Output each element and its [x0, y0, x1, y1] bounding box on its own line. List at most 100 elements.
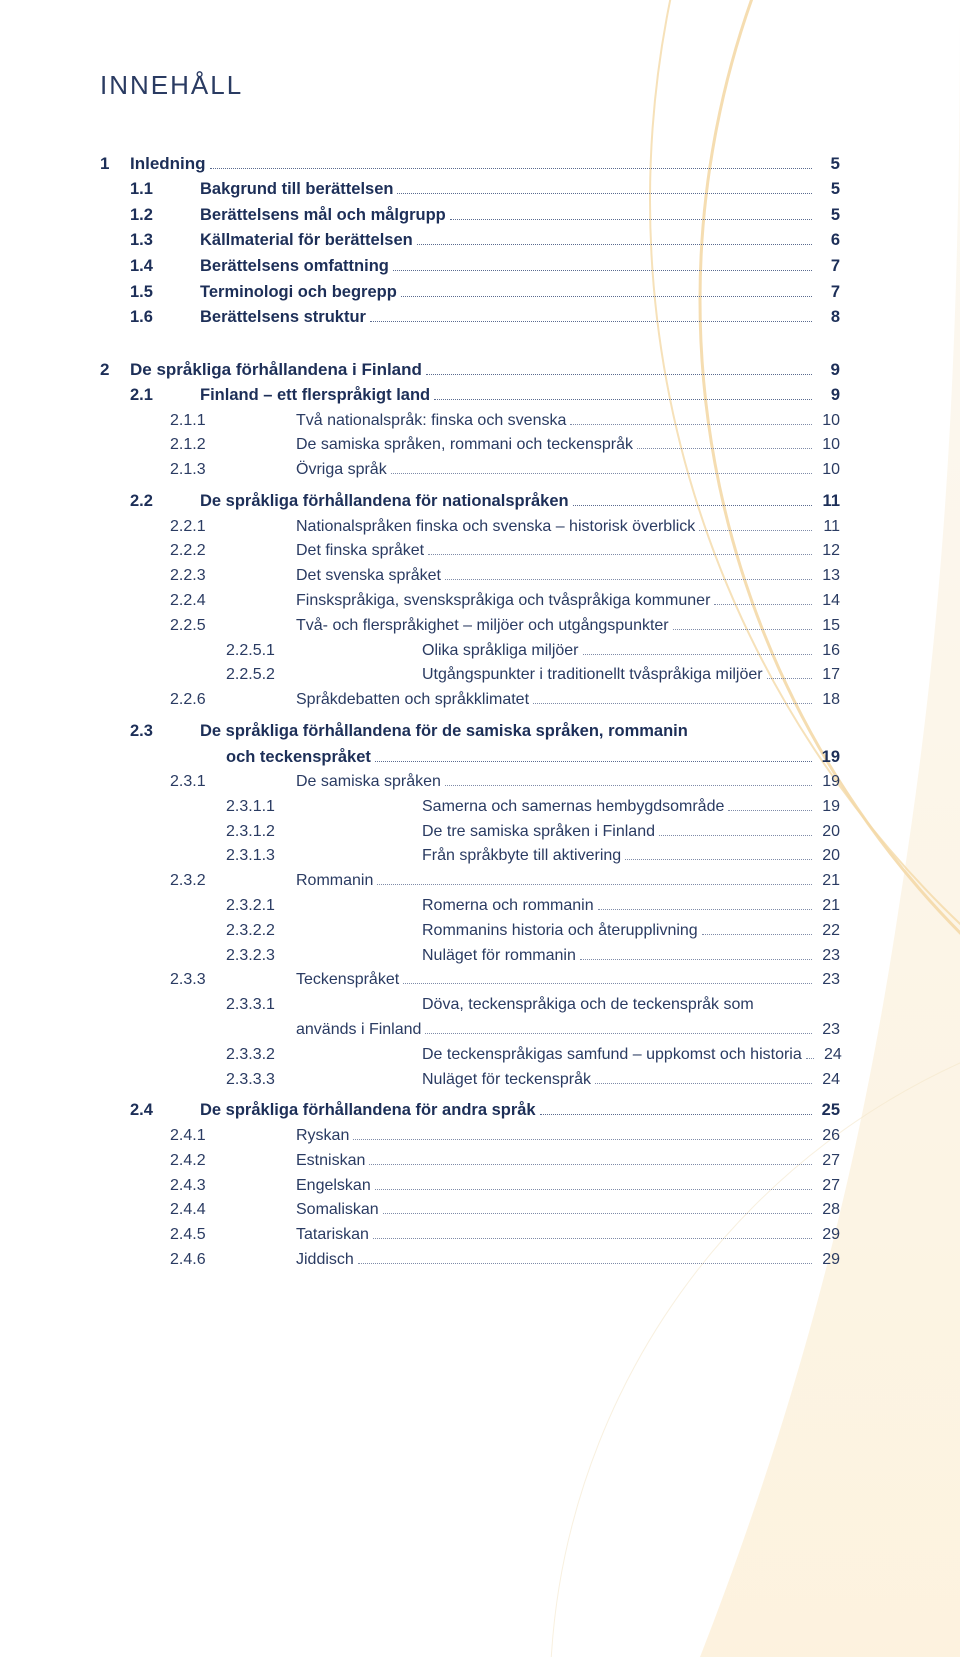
- toc-page: 25: [816, 1098, 840, 1124]
- toc-number: 2.4.2: [100, 1149, 296, 1174]
- toc-number: 2.4.1: [100, 1124, 296, 1149]
- toc-number: 2.2.1: [100, 515, 296, 540]
- toc-number: 1.2: [100, 203, 200, 229]
- toc-entry: 1.6Berättelsens struktur8: [100, 305, 840, 331]
- toc-leader: [699, 530, 812, 531]
- toc-text: Finskspråkiga, svenskspråkiga och tvåspr…: [296, 589, 710, 614]
- toc-number: 2.3.3.3: [100, 1068, 422, 1093]
- toc-text: Berättelsens omfattning: [200, 254, 389, 280]
- toc-number: 2.3.2.1: [100, 894, 422, 919]
- toc-entry: 2.1.1Två nationalspråk: finska och svens…: [100, 409, 840, 434]
- toc-text: De tre samiska språken i Finland: [422, 820, 655, 845]
- toc-page: 29: [816, 1248, 840, 1273]
- toc-entry: 2.1Finland – ett flerspråkigt land 9: [100, 383, 840, 409]
- toc-number: 2.4.3: [100, 1174, 296, 1199]
- toc-number: 1.4: [100, 254, 200, 280]
- toc-page: 23: [816, 1018, 840, 1043]
- toc-page: 6: [816, 228, 840, 254]
- toc-text: Estniskan: [296, 1149, 365, 1174]
- toc-page: 24: [818, 1043, 842, 1068]
- toc-text: Källmaterial för berättelsen: [200, 228, 413, 254]
- toc-text: De språkliga förhållandena i Finland: [130, 357, 422, 383]
- toc-text: Tatariskan: [296, 1223, 369, 1248]
- page-title: INNEHÅLL: [100, 70, 840, 101]
- toc-leader: [580, 959, 812, 960]
- toc-page: 10: [816, 433, 840, 458]
- toc-leader: [570, 424, 812, 425]
- toc-text: Två- och flerspråkighet – miljöer och ut…: [296, 614, 669, 639]
- toc-leader: [595, 1083, 812, 1084]
- toc-entry: 2.4.3Engelskan 27: [100, 1174, 840, 1199]
- toc-leader: [391, 473, 812, 474]
- toc-leader: [702, 934, 812, 935]
- toc-leader: [425, 1033, 812, 1034]
- toc-number: 2.4.4: [100, 1198, 296, 1223]
- toc-text: Berättelsens mål och målgrupp: [200, 203, 446, 229]
- toc-page: 14: [816, 589, 840, 614]
- toc-page: 19: [816, 795, 840, 820]
- toc-number: 2.1.3: [100, 458, 296, 483]
- toc-text: Det svenska språket: [296, 564, 441, 589]
- toc-entry: 2.4.6Jiddisch29: [100, 1248, 840, 1273]
- toc-page: 27: [816, 1174, 840, 1199]
- toc-text: Engelskan: [296, 1174, 371, 1199]
- toc-page: 16: [816, 639, 840, 664]
- toc-leader: [767, 678, 812, 679]
- toc-text: De teckenspråkigas samfund – uppkomst oc…: [422, 1043, 802, 1068]
- toc-number: 2.1: [100, 383, 200, 409]
- toc-leader: [210, 168, 812, 169]
- toc-page: 9: [816, 357, 840, 383]
- toc-number: 2.2.4: [100, 589, 296, 614]
- toc-entry: 2.3.2Rommanin21: [100, 869, 840, 894]
- toc-text: De språkliga förhållandena för de samisk…: [200, 719, 688, 745]
- toc-leader: [369, 1164, 812, 1165]
- toc-text: Från språkbyte till aktivering: [422, 844, 621, 869]
- toc-number: 2.3.2.3: [100, 944, 422, 969]
- toc-leader: [403, 983, 812, 984]
- toc-entry: 2.3.1.2De tre samiska språken i Finland2…: [100, 820, 840, 845]
- toc-entry: 1.2Berättelsens mål och målgrupp5: [100, 203, 840, 229]
- toc-leader: [426, 374, 812, 375]
- toc-text: Utgångspunkter i traditionellt tvåspråki…: [422, 663, 763, 688]
- toc-leader: [358, 1263, 812, 1264]
- toc-number: 1.3: [100, 228, 200, 254]
- toc-text: Döva, teckenspråkiga och de teckenspråk …: [422, 993, 754, 1018]
- toc-leader: [806, 1058, 814, 1059]
- toc-page: 20: [816, 844, 840, 869]
- toc-entry: 2.2.5.2Utgångspunkter i traditionellt tv…: [100, 663, 840, 688]
- toc-text: Två nationalspråk: finska och svenska: [296, 409, 566, 434]
- toc-number: 2.2.5: [100, 614, 296, 639]
- table-of-contents: 1Inledning51.1Bakgrund till berättelsen5…: [100, 151, 840, 1273]
- toc-page: 13: [816, 564, 840, 589]
- toc-text: Romerna och rommanin: [422, 894, 594, 919]
- toc-page: 9: [816, 383, 840, 409]
- content-area: INNEHÅLL 1Inledning51.1Bakgrund till ber…: [0, 0, 960, 1273]
- toc-leader: [573, 505, 812, 506]
- toc-leader: [370, 321, 812, 322]
- toc-page: 12: [816, 539, 840, 564]
- toc-page: 5: [816, 177, 840, 203]
- toc-text: Det finska språket: [296, 539, 424, 564]
- toc-text: Språkdebatten och språkklimatet: [296, 688, 529, 713]
- toc-entry: 2.2.2Det finska språket 12: [100, 539, 840, 564]
- toc-entry: 2.4.5Tatariskan29: [100, 1223, 840, 1248]
- toc-leader: [583, 654, 813, 655]
- toc-text: Finland – ett flerspråkigt land: [200, 383, 430, 409]
- toc-entry: 2.4De språkliga förhållandena för andra …: [100, 1098, 840, 1124]
- toc-number: 1.5: [100, 280, 200, 306]
- toc-entry: 1Inledning5: [100, 151, 840, 177]
- toc-number: 2.4.5: [100, 1223, 296, 1248]
- toc-number: 2.3.2.2: [100, 919, 422, 944]
- toc-page: 5: [816, 151, 840, 177]
- toc-page: 11: [816, 489, 840, 515]
- toc-page: 18: [816, 688, 840, 713]
- toc-page: 20: [816, 820, 840, 845]
- toc-entry: 2.3.2.1Romerna och rommanin21: [100, 894, 840, 919]
- toc-number: 2.2.3: [100, 564, 296, 589]
- toc-page: 7: [816, 254, 840, 280]
- toc-entry: 2.3.2.3Nuläget för rommanin23: [100, 944, 840, 969]
- toc-text: Olika språkliga miljöer: [422, 639, 579, 664]
- toc-text: Rommanins historia och återupplivning: [422, 919, 698, 944]
- toc-number: 2.2.6: [100, 688, 296, 713]
- toc-number: 2.2.2: [100, 539, 296, 564]
